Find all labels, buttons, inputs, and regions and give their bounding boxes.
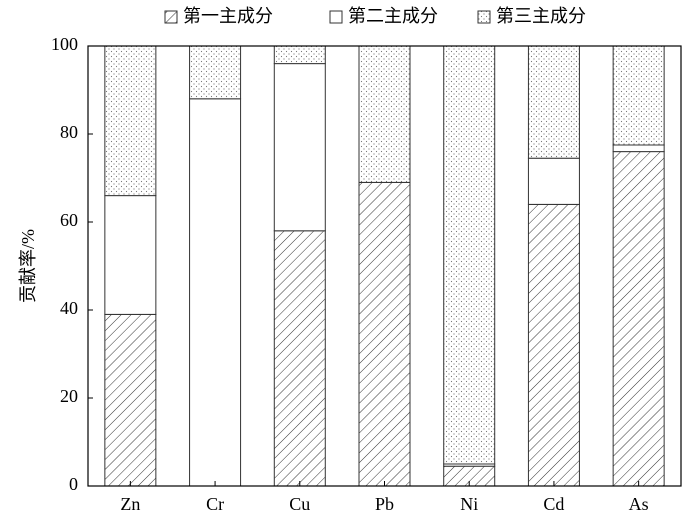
x-tick-label: Pb — [375, 494, 394, 514]
x-tick-label: Ni — [460, 494, 478, 514]
legend-label: 第一主成分 — [183, 6, 273, 26]
y-axis-label: 贡献率/% — [18, 229, 38, 303]
legend-swatch — [477, 10, 491, 24]
bar-segment — [527, 157, 580, 205]
bar-segment — [273, 230, 326, 487]
plot-frame — [87, 45, 682, 487]
bar-segment — [104, 45, 157, 197]
x-tick-label: Zn — [120, 494, 140, 514]
y-tick-label: 60 — [60, 210, 78, 230]
x-tick-label: Cd — [543, 494, 564, 514]
bar-segment — [527, 203, 580, 487]
legend-label: 第二主成分 — [348, 6, 438, 26]
bar-segment — [612, 144, 665, 153]
y-tick-label: 100 — [51, 34, 78, 54]
bar-segment — [612, 45, 665, 146]
bar-segment — [358, 181, 411, 487]
y-tick-label: 20 — [60, 386, 78, 406]
y-tick-label: 0 — [69, 474, 78, 494]
x-tick-label: As — [629, 494, 649, 514]
legend-label: 第三主成分 — [496, 6, 586, 26]
bar-segment — [273, 63, 326, 232]
legend-swatch — [329, 10, 343, 24]
y-tick-label: 40 — [60, 298, 78, 318]
x-tick-label: Cr — [206, 494, 224, 514]
bar-segment — [104, 313, 157, 487]
bar-segment — [189, 45, 242, 100]
bar-segment — [358, 45, 411, 183]
bar-segment — [527, 45, 580, 159]
bar-segment — [104, 195, 157, 315]
bar-segment — [189, 98, 242, 487]
bar-segment — [443, 45, 496, 465]
legend-swatch — [164, 10, 178, 24]
y-tick-label: 80 — [60, 122, 78, 142]
bar-segment — [273, 45, 326, 65]
bar-segment — [612, 151, 665, 487]
x-tick-label: Cu — [289, 494, 310, 514]
